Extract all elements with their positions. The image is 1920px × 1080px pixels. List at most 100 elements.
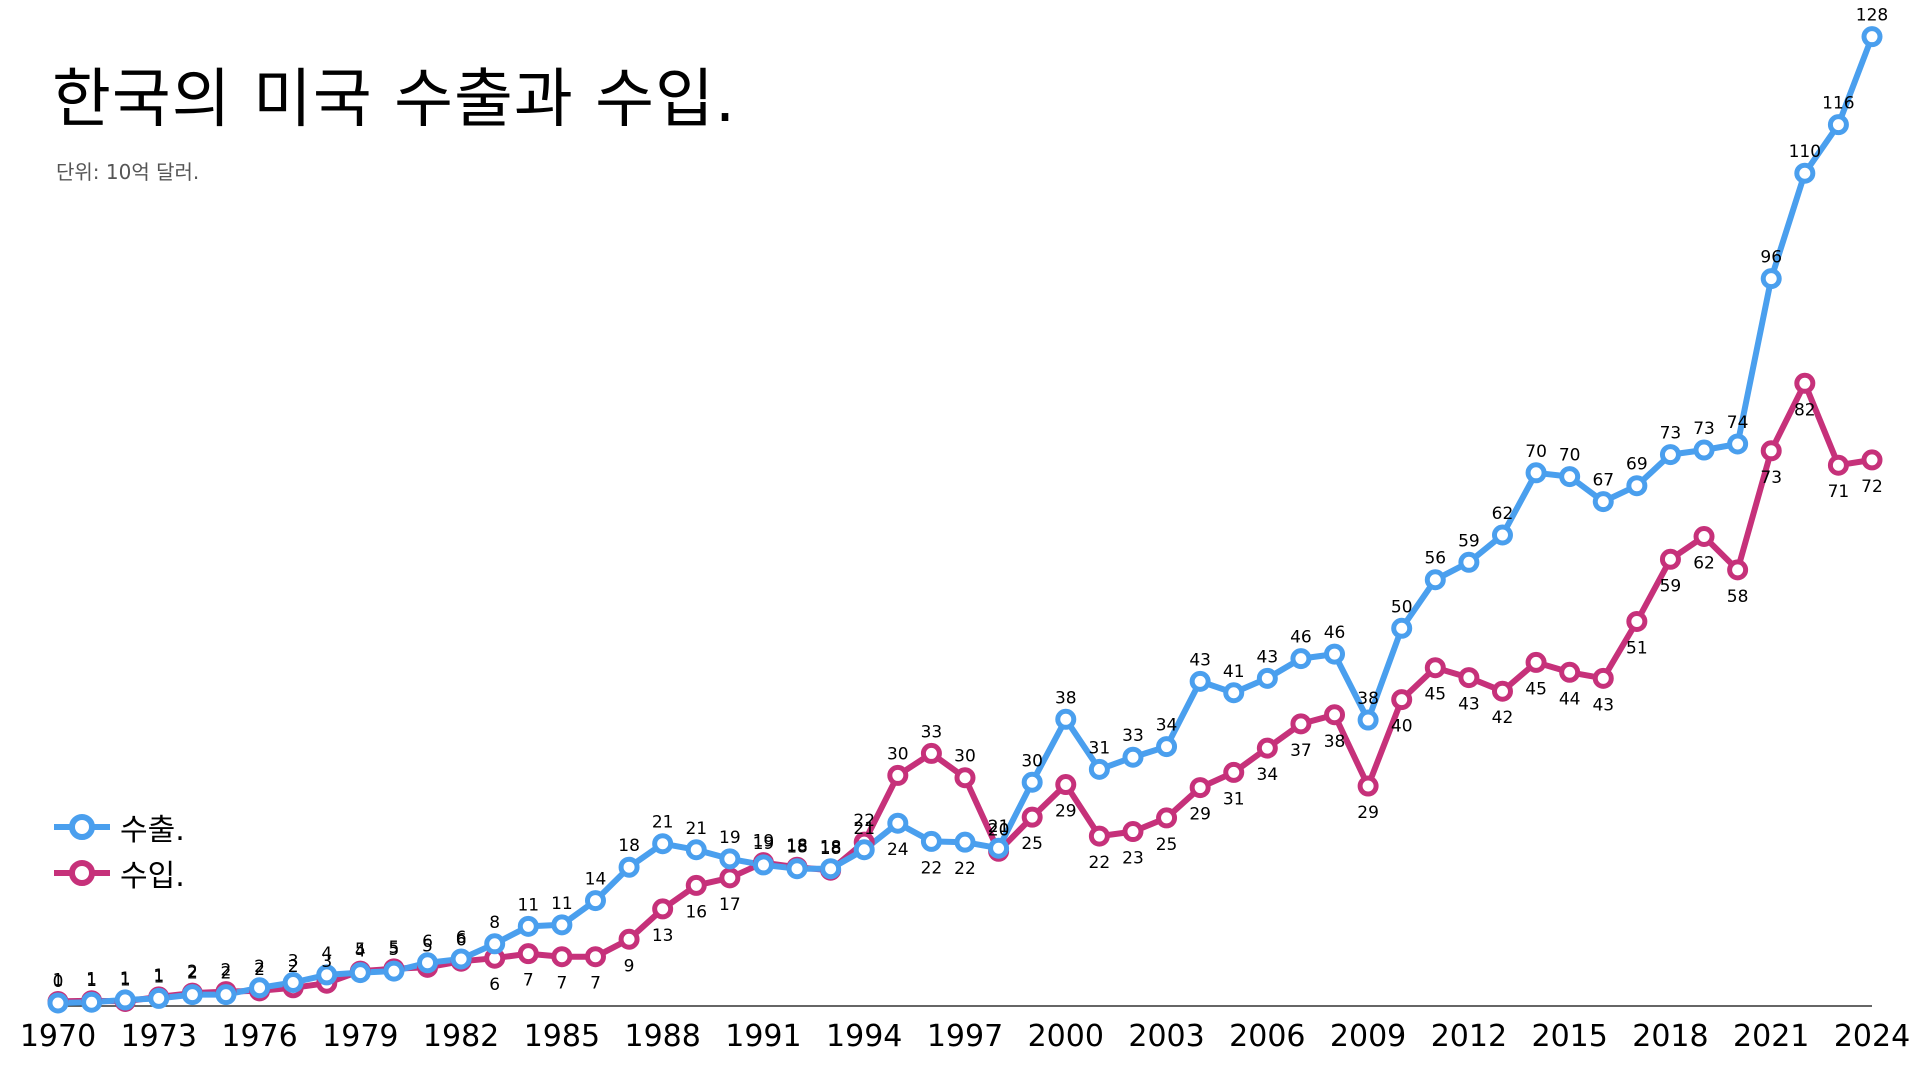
exports-data-point (652, 833, 674, 855)
imports-data-label: 18 (820, 839, 842, 859)
imports-data-label: 16 (685, 902, 707, 922)
exports-data-point (1659, 444, 1681, 466)
x-tick-label: 2018 (1632, 1019, 1708, 1054)
imports-data-point (1491, 680, 1513, 702)
exports-data-point (1592, 491, 1614, 513)
exports-data-point (1391, 617, 1413, 639)
imports-data-label: 9 (624, 956, 635, 976)
imports-data-point (1559, 661, 1581, 683)
exports-data-point (1156, 736, 1178, 758)
imports-data-label: 43 (1592, 695, 1614, 715)
exports-data-point (887, 812, 909, 834)
exports-data-label: 11 (517, 895, 539, 915)
imports-data-label: 40 (1391, 717, 1413, 737)
imports-data-point (1021, 806, 1043, 828)
imports-data-point (1424, 657, 1446, 679)
imports-data-point (1861, 449, 1883, 471)
imports-data-point (1693, 526, 1715, 548)
exports-data-point (517, 915, 539, 937)
exports-data-label: 19 (719, 828, 741, 848)
exports-data-label: 96 (1760, 248, 1782, 268)
exports-data-point (1626, 475, 1648, 497)
x-tick-label: 1985 (524, 1019, 600, 1054)
exports-data-label: 1 (86, 971, 97, 991)
imports-data-label: 19 (753, 832, 775, 852)
imports-data-label: 17 (719, 895, 741, 915)
imports-data-label: 5 (355, 940, 366, 960)
exports-data-label: 38 (1357, 689, 1379, 709)
exports-data-point (1324, 643, 1346, 665)
chart-subtitle: 단위: 10억 달러. (56, 160, 200, 184)
exports-data-point (1021, 771, 1043, 793)
imports-data-point (1592, 667, 1614, 689)
imports-data-label: 30 (887, 744, 909, 764)
exports-data-label: 11 (551, 894, 573, 914)
exports-data-label: 70 (1525, 442, 1547, 462)
imports-data-label: 7 (523, 971, 534, 991)
imports-data-point (1760, 440, 1782, 462)
imports-data-label: 33 (921, 722, 943, 742)
imports-data-label: 29 (1357, 803, 1379, 823)
exports-data-label: 22 (921, 858, 943, 878)
exports-data-label: 4 (321, 944, 332, 964)
imports-data-point (652, 898, 674, 920)
exports-data-point (249, 977, 271, 999)
imports-data-point (1156, 807, 1178, 829)
exports-data-point (1525, 462, 1547, 484)
imports-data-label: 1 (53, 970, 64, 990)
imports-data-label: 42 (1492, 708, 1514, 728)
exports-data-point (1122, 746, 1144, 768)
x-tick-label: 2000 (1028, 1019, 1104, 1054)
imports-data-label: 44 (1559, 689, 1581, 709)
exports-data-point (1827, 114, 1849, 136)
imports-data-point (1827, 454, 1849, 476)
exports-data-label: 24 (887, 840, 909, 860)
exports-data-label: 128 (1856, 6, 1888, 26)
exports-data-point (114, 989, 136, 1011)
x-tick-label: 1997 (927, 1019, 1003, 1054)
exports-data-label: 30 (1021, 751, 1043, 771)
imports-data-label: 43 (1458, 695, 1480, 715)
exports-data-point (450, 948, 472, 970)
exports-data-point (1861, 26, 1883, 48)
imports-data-label: 3 (321, 952, 332, 972)
imports-data-label: 2 (254, 960, 265, 980)
imports-data-point (1727, 559, 1749, 581)
exports-data-point (383, 960, 405, 982)
imports-data-label: 34 (1257, 765, 1279, 785)
exports-data-label: 14 (585, 870, 607, 890)
exports-data-point (1760, 268, 1782, 290)
exports-data-label: 22 (954, 859, 976, 879)
imports-data-point (1391, 689, 1413, 711)
imports-data-label: 5 (389, 938, 400, 958)
imports-data-label: 22 (1089, 853, 1111, 873)
exports-data-point (1727, 433, 1749, 455)
x-tick-label: 2006 (1229, 1019, 1305, 1054)
legend-item-imports: 수입. (52, 850, 185, 896)
exports-data-point (1559, 466, 1581, 488)
x-tick-label: 2015 (1531, 1019, 1607, 1054)
exports-data-point (215, 984, 237, 1006)
exports-data-label: 34 (1156, 716, 1178, 736)
x-tick-label: 1973 (121, 1019, 197, 1054)
imports-data-label: 62 (1693, 554, 1715, 574)
x-tick-label: 1994 (826, 1019, 902, 1054)
imports-data-point (1626, 610, 1648, 632)
x-tick-label: 2012 (1431, 1019, 1507, 1054)
exports-data-point (786, 858, 808, 880)
imports-data-label: 51 (1626, 638, 1648, 658)
exports-data-label: 116 (1822, 94, 1854, 114)
exports-data-point (954, 831, 976, 853)
exports-data-point (551, 914, 573, 936)
imports-data-point (887, 764, 909, 786)
imports-data-point (719, 867, 741, 889)
exports-data-label: 4 (355, 942, 366, 962)
exports-data-label: 110 (1789, 142, 1821, 162)
imports-data-label: 29 (1055, 802, 1077, 822)
exports-data-point (47, 992, 69, 1014)
exports-data-label: 74 (1727, 413, 1749, 433)
exports-data-point (1357, 709, 1379, 731)
exports-data-point (1424, 569, 1446, 591)
